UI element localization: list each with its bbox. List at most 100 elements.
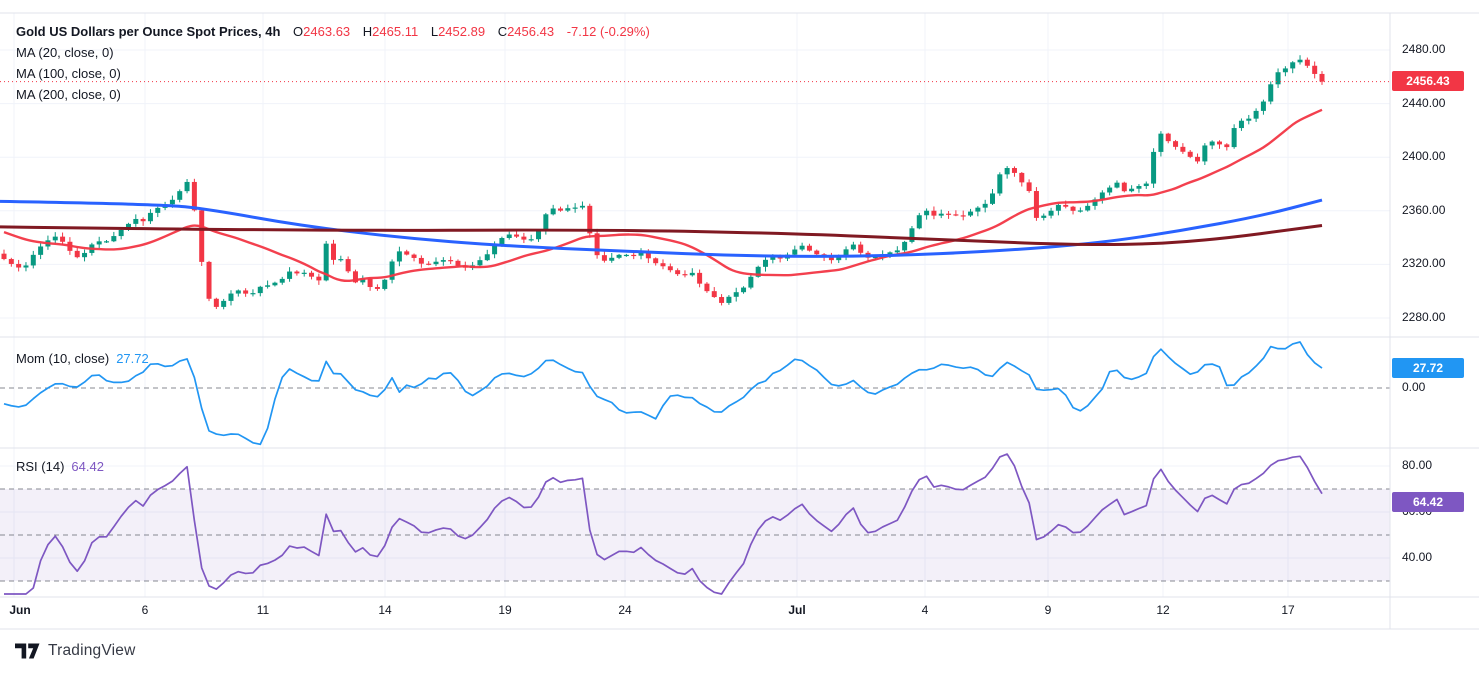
candle <box>763 259 769 267</box>
ma100-legend-row[interactable]: MA (100, close, 0) <box>16 64 650 85</box>
candle <box>638 252 644 256</box>
candle <box>96 241 102 245</box>
ohlc-high-value: 2465.11 <box>372 24 419 39</box>
ma100-legend-label: MA (100, close, 0) <box>16 66 121 81</box>
candle <box>1070 206 1076 211</box>
candle <box>1253 110 1259 119</box>
candle <box>287 271 293 279</box>
momentum-legend-row[interactable]: Mom (10, close) 27.72 <box>16 351 149 366</box>
ma200-legend-row[interactable]: MA (200, close, 0) <box>16 85 650 106</box>
candle <box>1297 59 1303 63</box>
candle <box>1238 120 1244 129</box>
candle <box>748 276 754 288</box>
candle <box>565 208 571 211</box>
candle <box>931 210 937 216</box>
candle <box>38 246 44 255</box>
candle <box>455 260 461 266</box>
candle <box>74 250 80 258</box>
rsi-value: 64.42 <box>71 459 104 474</box>
ohlc-low-key: L <box>430 24 439 39</box>
candle <box>279 278 285 283</box>
candle <box>1224 144 1230 148</box>
candle <box>704 283 710 292</box>
candle <box>1209 141 1215 146</box>
candle <box>1099 192 1105 200</box>
candle <box>206 261 212 299</box>
candle <box>265 285 271 287</box>
ma200-legend-label: MA (200, close, 0) <box>16 87 121 102</box>
candle <box>858 244 864 253</box>
momentum-pane[interactable] <box>0 337 1390 448</box>
candle <box>301 272 307 274</box>
candle <box>557 208 563 211</box>
candle <box>331 243 336 260</box>
candle <box>968 211 974 216</box>
candle <box>697 272 703 284</box>
candle <box>631 254 637 257</box>
candle <box>587 205 593 234</box>
ma20-legend-label: MA (20, close, 0) <box>16 45 114 60</box>
candle <box>338 259 344 261</box>
candle <box>689 272 695 276</box>
candle <box>887 252 893 255</box>
ohlc-low-value: 2452.89 <box>438 24 486 39</box>
candle <box>514 234 520 237</box>
candle <box>125 223 131 230</box>
candle <box>997 174 1003 194</box>
candle <box>235 290 241 294</box>
candle <box>960 215 966 217</box>
candle <box>543 214 549 231</box>
candle <box>374 287 380 289</box>
candle <box>536 230 542 240</box>
candle <box>990 193 995 204</box>
candle <box>1048 210 1054 216</box>
candle <box>250 293 256 295</box>
candle <box>1011 168 1017 173</box>
candle <box>719 297 725 303</box>
candle <box>1077 210 1083 212</box>
candle <box>448 260 454 262</box>
candle <box>550 208 556 215</box>
symbol-title-row[interactable]: Gold US Dollars per Ounce Spot Prices, 4… <box>16 22 650 43</box>
candle <box>104 241 110 243</box>
candle <box>60 236 66 242</box>
candle <box>1092 199 1098 206</box>
candle <box>118 229 124 237</box>
tradingview-logo-block[interactable]: TradingView <box>15 642 136 660</box>
tradingview-logo-icon <box>15 643 40 659</box>
candle <box>806 245 812 251</box>
candle <box>1290 62 1296 69</box>
candle <box>894 250 900 253</box>
ma100-line <box>0 198 1323 258</box>
candle <box>902 241 908 251</box>
candle <box>1282 68 1288 73</box>
rsi-legend-row[interactable]: RSI (14) 64.42 <box>16 459 104 474</box>
last-price-badge: 2456.43 <box>1392 71 1464 91</box>
candle <box>16 263 22 268</box>
candle <box>345 259 351 272</box>
candle <box>1165 133 1171 142</box>
candle <box>492 244 498 255</box>
ohlc-close-key: C <box>497 24 508 39</box>
candle <box>221 300 227 307</box>
candle <box>946 213 952 215</box>
candle <box>323 243 329 281</box>
candle <box>316 276 322 281</box>
candle <box>755 266 761 277</box>
legend: Gold US Dollars per Ounce Spot Prices, 4… <box>16 22 650 106</box>
symbol-title: Gold US Dollars per Ounce Spot Prices, 4… <box>16 24 281 39</box>
ma20-legend-row[interactable]: MA (20, close, 0) <box>16 43 650 64</box>
candle <box>1180 146 1186 152</box>
candle <box>272 282 278 286</box>
rsi-pane[interactable] <box>0 448 1390 597</box>
candle <box>147 212 153 222</box>
candle <box>1026 182 1032 192</box>
candle <box>828 257 834 261</box>
candle <box>1136 186 1142 189</box>
candle <box>682 274 688 276</box>
ohlc-open-value: 2463.63 <box>303 24 351 39</box>
candle <box>521 236 527 240</box>
candle <box>733 292 739 297</box>
candle <box>360 278 366 283</box>
